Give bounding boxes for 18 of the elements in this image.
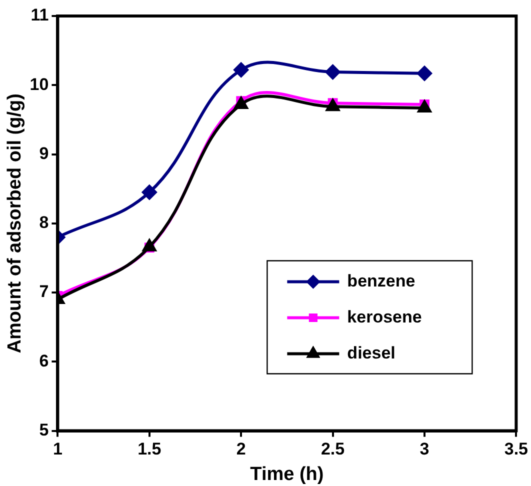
- legend-label: diesel: [347, 343, 396, 362]
- y-axis-title: Amount of adsorbed oil (g/g): [4, 94, 26, 354]
- legend-label: kerosene: [347, 307, 422, 326]
- x-tick-label: 1: [52, 440, 62, 459]
- y-tick-label: 7: [39, 282, 49, 302]
- x-tick-label: 3: [420, 440, 430, 459]
- y-tick-label: 9: [39, 144, 49, 163]
- x-tick-label: 3.5: [504, 440, 528, 459]
- y-tick-label: 11: [30, 6, 49, 25]
- y-tick-label: 5: [39, 420, 49, 440]
- x-tick-label: 2.5: [320, 440, 345, 459]
- x-tick-label: 1.5: [138, 440, 162, 459]
- x-tick-label: 2: [236, 440, 246, 459]
- y-tick-label: 6: [39, 351, 49, 370]
- x-axis-title: Time (h): [250, 464, 324, 485]
- legend-label: benzene: [347, 271, 416, 290]
- y-tick-label: 10: [30, 74, 49, 94]
- y-tick-label: 8: [39, 213, 49, 232]
